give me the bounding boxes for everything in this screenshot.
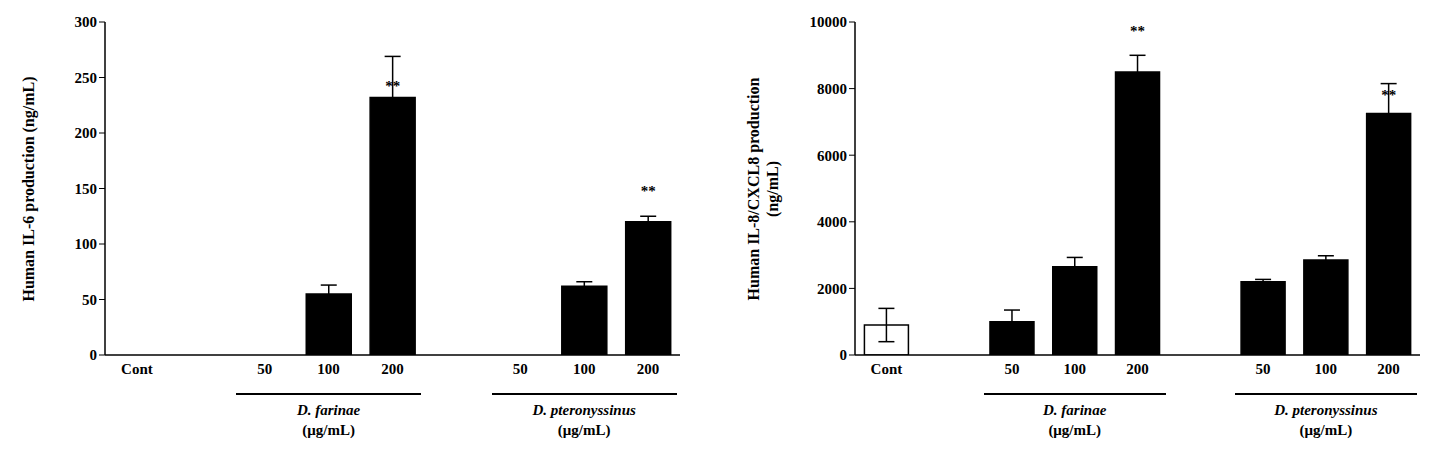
svg-text:50: 50: [1004, 361, 1019, 377]
svg-text:10000: 10000: [810, 14, 848, 30]
svg-text:50: 50: [82, 292, 97, 308]
html-text:(μg/mL): (μg/mL): [557, 422, 611, 438]
svg-text:200: 200: [637, 361, 660, 377]
html-text:(μg/mL): (μg/mL): [1048, 422, 1101, 438]
svg-text:100: 100: [1315, 361, 1338, 377]
svg-text:200: 200: [381, 361, 404, 377]
html-text:Human IL-6 production (ng/mL): Human IL-6 production (ng/mL): [19, 76, 36, 301]
svg-text:Cont: Cont: [871, 361, 903, 377]
svg-text:100: 100: [573, 361, 596, 377]
html-text:(ng/mL): (ng/mL): [763, 160, 781, 217]
svg-text:**: **: [1381, 87, 1396, 103]
svg-text:**: **: [385, 78, 400, 94]
html-text:Human IL-8/CXCL8 production: Human IL-8/CXCL8 production: [744, 77, 762, 300]
svg-text:300: 300: [75, 14, 98, 30]
svg-text:200: 200: [75, 125, 98, 141]
svg-text:150: 150: [75, 181, 98, 197]
svg-text:200: 200: [1126, 361, 1149, 377]
svg-text:**: **: [641, 183, 656, 199]
html-text:(μg/mL): (μg/mL): [1299, 422, 1353, 438]
svg-text:**: **: [1130, 23, 1145, 39]
html-text:D. pteronyssinus: D. pteronyssinus: [1274, 402, 1378, 418]
svg-text:8000: 8000: [817, 81, 847, 97]
svg-text:0: 0: [90, 347, 98, 363]
svg-text:4000: 4000: [817, 214, 847, 230]
svg-text:Cont: Cont: [121, 361, 153, 377]
svg-text:100: 100: [75, 236, 98, 252]
svg-text:50: 50: [257, 361, 272, 377]
svg-text:50: 50: [513, 361, 528, 377]
svg-text:100: 100: [317, 361, 340, 377]
svg-text:250: 250: [75, 70, 98, 86]
svg-text:200: 200: [1377, 361, 1400, 377]
svg-text:6000: 6000: [817, 148, 847, 164]
html-text:D. farinae: D. farinae: [296, 402, 361, 418]
svg-text:100: 100: [1063, 361, 1086, 377]
svg-text:2000: 2000: [817, 281, 847, 297]
svg-text:50: 50: [1256, 361, 1271, 377]
html-text:D. farinae: D. farinae: [1043, 402, 1107, 418]
svg-text:0: 0: [840, 347, 848, 363]
html-text:D. pteronyssinus: D. pteronyssinus: [532, 402, 636, 418]
html-text:(μg/mL): (μg/mL): [302, 422, 355, 438]
